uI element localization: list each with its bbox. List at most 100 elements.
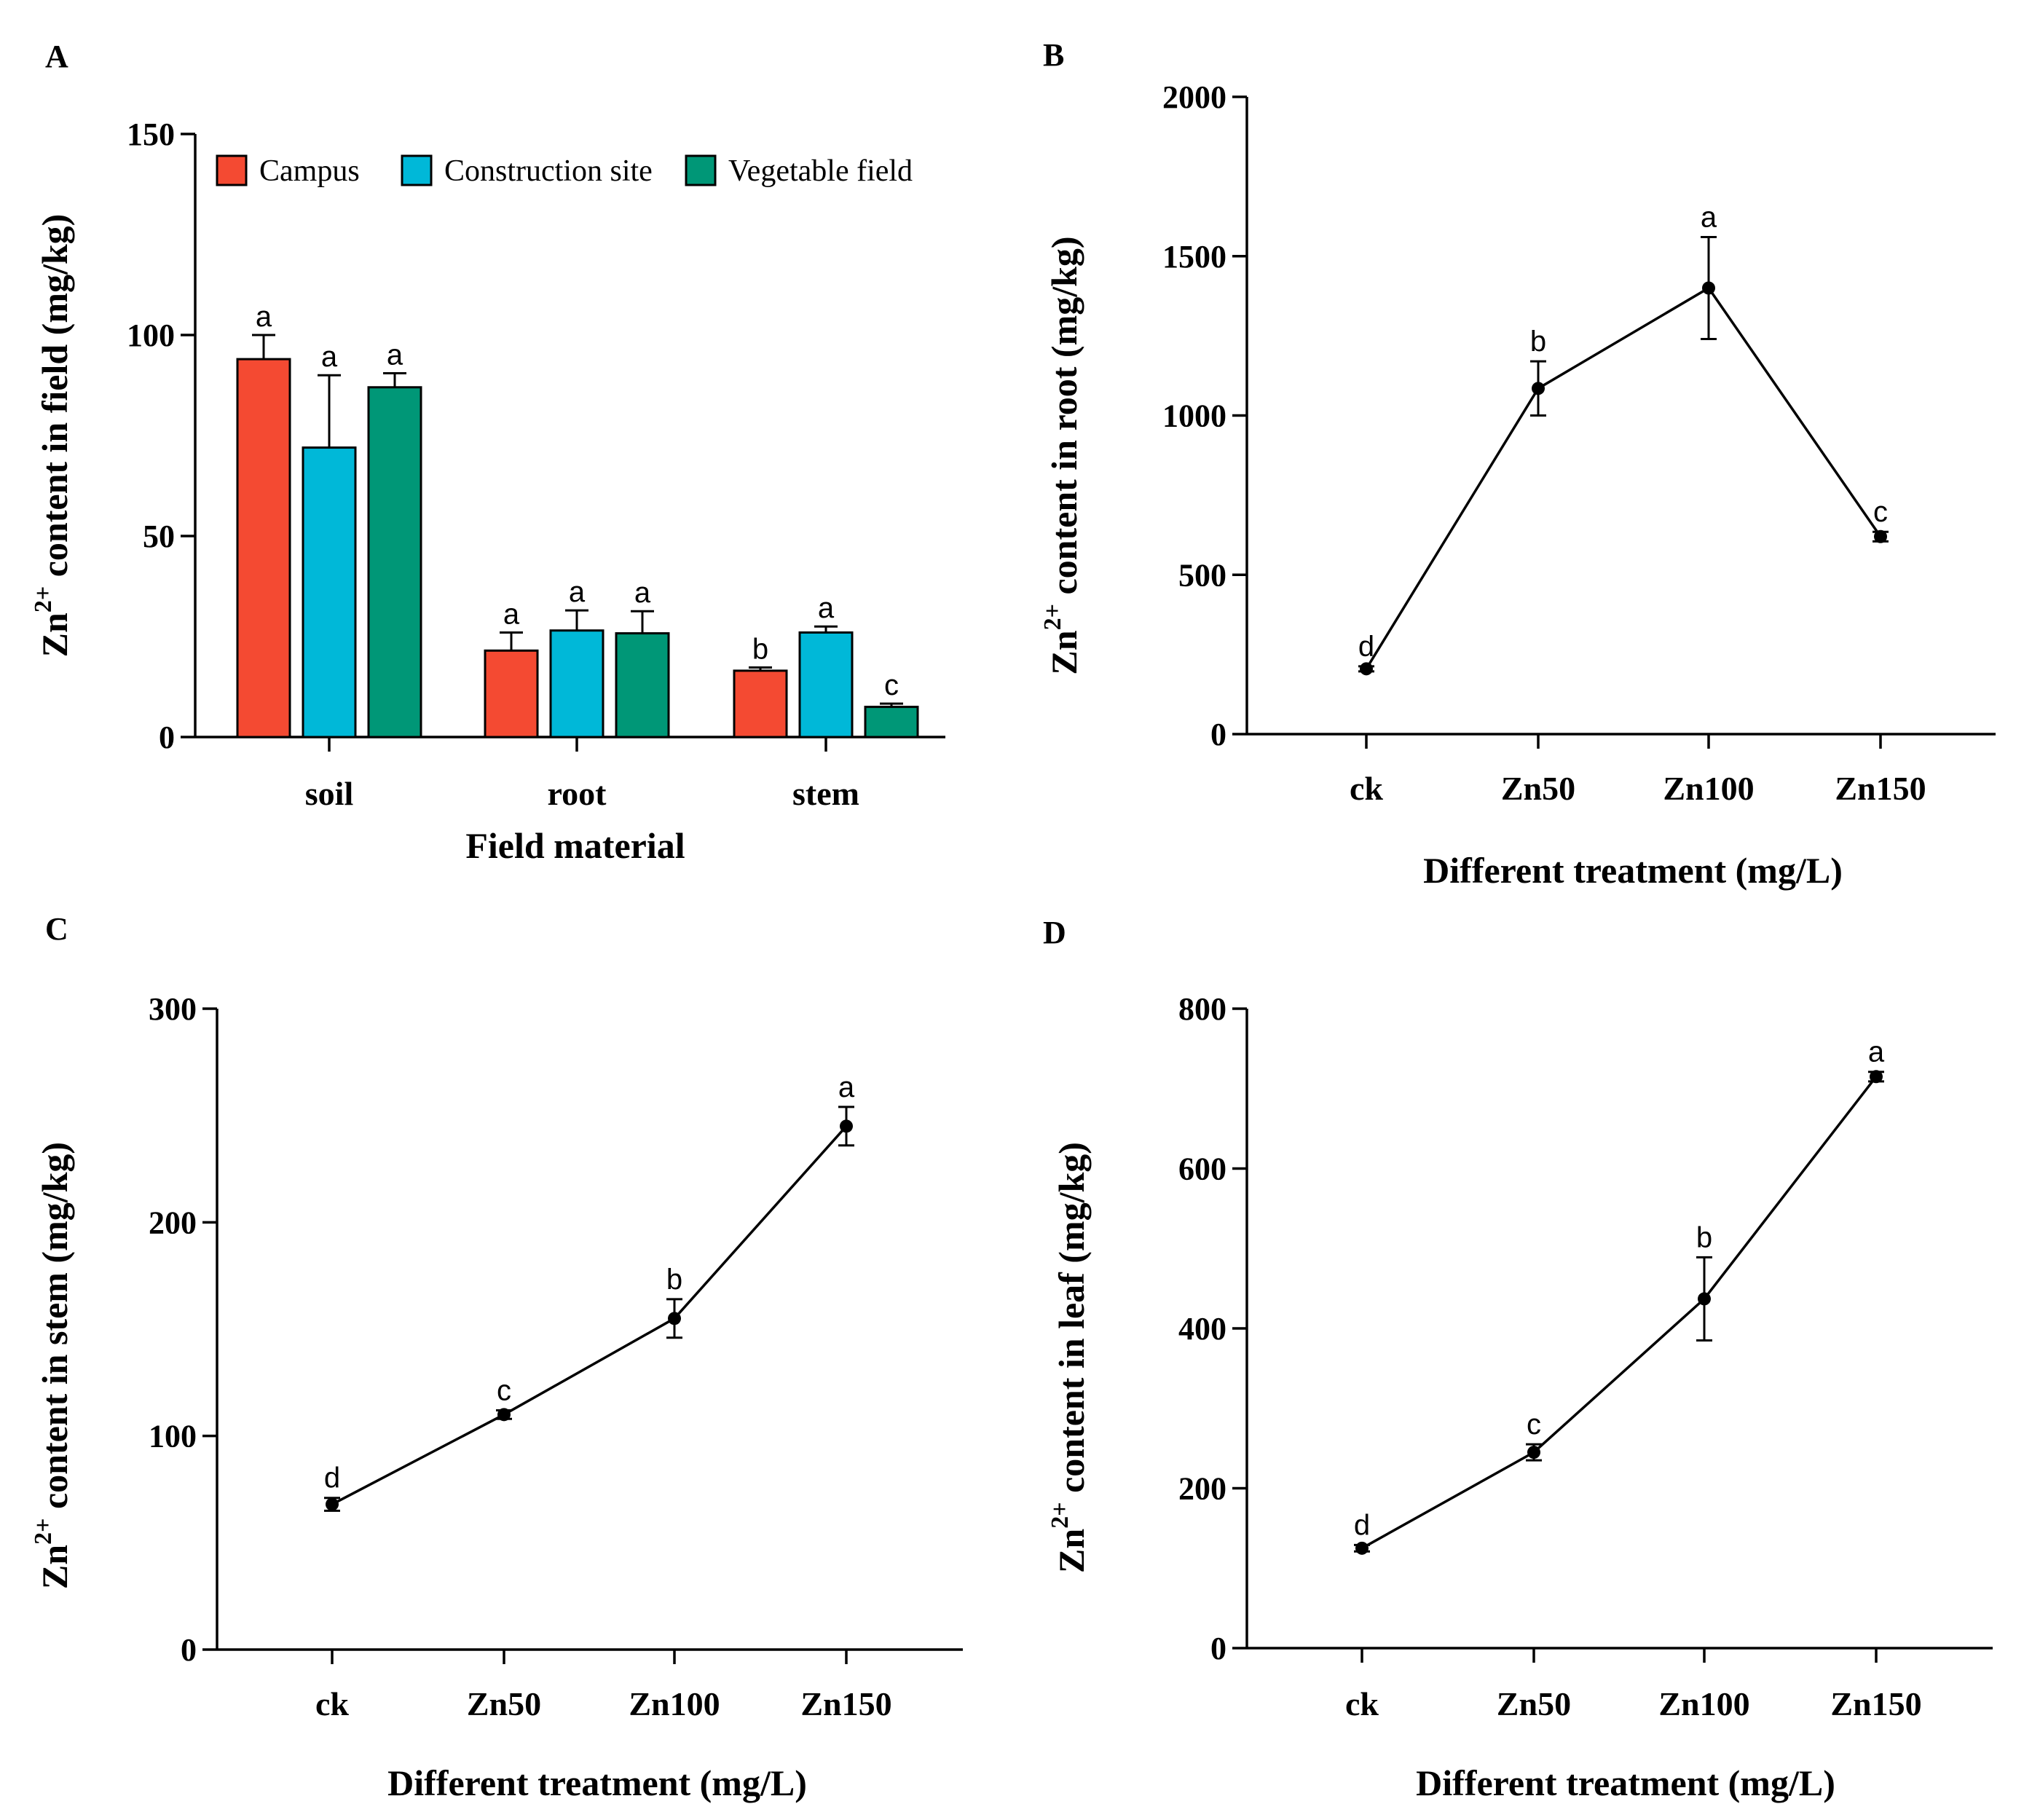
panel-d: D 0 200 400 600 800 ck Zn50 Zn100 Zn150 Different …	[1043, 915, 1993, 1803]
x-axis-title: Different treatment (mg/L)	[1423, 850, 1843, 891]
significance-label: b	[1530, 326, 1546, 358]
significance-label: a	[256, 301, 272, 333]
y-axis-title: Zn2+ content in leaf (mg/kg)	[1047, 1142, 1092, 1573]
y-tick-label: 800	[1178, 991, 1226, 1027]
data-point-zn50	[1527, 1446, 1540, 1459]
y-tick-label: 200	[149, 1205, 197, 1240]
legend-item-construction-site: Construction site	[401, 154, 653, 188]
y-axis-title-main: Zn	[1044, 630, 1084, 674]
significance-label: a	[1868, 1036, 1885, 1068]
bar-soil-construction-site	[302, 446, 357, 738]
bar-root-construction-site	[549, 629, 605, 738]
series-line	[1365, 286, 1882, 670]
y-axis-title: Zn2+ content in root (mg/kg)	[1039, 236, 1084, 674]
legend-item-vegetable-field: Vegetable field	[685, 154, 913, 188]
x-axis-title: Field material	[465, 825, 685, 866]
significance-label: a	[838, 1071, 855, 1103]
y-tick-label: 0	[181, 1632, 197, 1668]
series-line	[331, 1125, 848, 1506]
x-tick-label: soil	[305, 775, 353, 812]
significance-label: c	[884, 669, 899, 701]
significance-label: a	[1701, 202, 1717, 234]
significance-label: a	[503, 598, 520, 630]
x-axis-title: Different treatment (mg/L)	[387, 1762, 807, 1803]
bar-root-campus	[484, 649, 539, 738]
legend-label: Construction site	[444, 154, 653, 188]
significance-label: a	[387, 339, 403, 371]
x-tick-label: Zn150	[800, 1685, 891, 1722]
y-tick-label: 1000	[1162, 398, 1226, 434]
y-tick-label: 1500	[1162, 239, 1226, 275]
significance-label: b	[752, 634, 768, 666]
data-point-zn150	[840, 1119, 853, 1133]
y-tick-label: 100	[127, 318, 175, 353]
significance-label: b	[666, 1264, 682, 1296]
y-axis-title-rest: content in leaf (mg/kg)	[1051, 1142, 1092, 1502]
y-axis-title: Zn2+ content in field (mg/kg)	[30, 214, 75, 658]
y-axis-title: Zn2+ content in stem (mg/kg)	[30, 1142, 75, 1589]
x-tick-label: Zn150	[1830, 1685, 1921, 1722]
legend-label: Campus	[259, 154, 360, 188]
panel-a: A 0 50 100 150 soil root stem Field material Zn2+…	[30, 39, 945, 866]
significance-label: b	[1696, 1221, 1712, 1253]
x-tick-label: Zn100	[1658, 1685, 1749, 1722]
data-point-zn100	[1698, 1292, 1711, 1306]
significance-label: c	[1873, 496, 1888, 528]
significance-label: d	[324, 1462, 340, 1494]
x-tick-label: Zn150	[1835, 770, 1926, 807]
y-tick-label: 0	[1210, 1631, 1226, 1666]
panel-letter: C	[45, 911, 68, 947]
y-tick-label: 100	[149, 1419, 197, 1454]
significance-label: c	[1527, 1409, 1541, 1441]
significance-label: a	[569, 576, 586, 608]
bar-stem-construction-site	[798, 631, 854, 738]
x-tick-label: ck	[1350, 770, 1383, 807]
y-tick-label: 600	[1178, 1151, 1226, 1187]
data-point-ck	[1355, 1541, 1369, 1555]
x-tick-label: ck	[1345, 1685, 1379, 1722]
data-point-zn100	[1702, 281, 1715, 295]
y-axis-title-sup: 2+	[30, 1518, 57, 1545]
series-line	[1361, 1076, 1878, 1550]
bar-root-vegetable-field	[615, 632, 670, 738]
x-tick-label: ck	[315, 1685, 349, 1722]
y-tick-label: 300	[149, 991, 197, 1027]
y-tick-label: 150	[127, 117, 175, 152]
significance-label: a	[321, 341, 338, 373]
x-tick-label: Zn50	[1497, 1685, 1571, 1722]
y-axis-title-sup: 2+	[30, 586, 57, 612]
bar-stem-vegetable-field	[864, 706, 919, 738]
panel-b: B 0 500 1000 1500 2000 ck Zn50 Zn100 Zn150 Differe…	[1039, 37, 1996, 891]
data-point-zn150	[1870, 1070, 1883, 1084]
x-tick-label: Zn100	[1663, 770, 1754, 807]
data-point-ck	[326, 1497, 339, 1511]
significance-label: a	[634, 577, 651, 609]
y-axis-title-rest: content in field (mg/kg)	[34, 214, 75, 586]
y-axis-title-main: Zn	[34, 1545, 75, 1589]
y-axis-title-sup: 2+	[1047, 1502, 1074, 1528]
data-point-zn50	[497, 1408, 511, 1422]
legend-item-campus: Campus	[216, 154, 360, 188]
legend-swatch	[401, 154, 433, 186]
x-tick-label: stem	[792, 775, 859, 812]
significance-label: d	[1358, 631, 1374, 663]
bar-soil-campus	[236, 358, 291, 738]
data-point-zn50	[1532, 382, 1545, 395]
panel-letter: A	[45, 39, 68, 74]
y-tick-label: 500	[1178, 557, 1226, 593]
y-tick-label: 0	[159, 720, 175, 755]
legend-label: Vegetable field	[728, 154, 913, 188]
significance-label: a	[818, 592, 835, 624]
x-tick-label: Zn100	[629, 1685, 720, 1722]
legend-swatch	[216, 154, 248, 186]
bar-stem-campus	[733, 669, 788, 738]
y-tick-label: 400	[1178, 1311, 1226, 1347]
bar-soil-vegetable-field	[367, 386, 422, 738]
legend-swatch	[685, 154, 717, 186]
y-tick-label: 200	[1178, 1471, 1226, 1507]
x-tick-label: Zn50	[467, 1685, 541, 1722]
panel-letter: D	[1043, 915, 1066, 950]
panel-letter: B	[1043, 37, 1064, 73]
significance-label: c	[497, 1374, 511, 1406]
